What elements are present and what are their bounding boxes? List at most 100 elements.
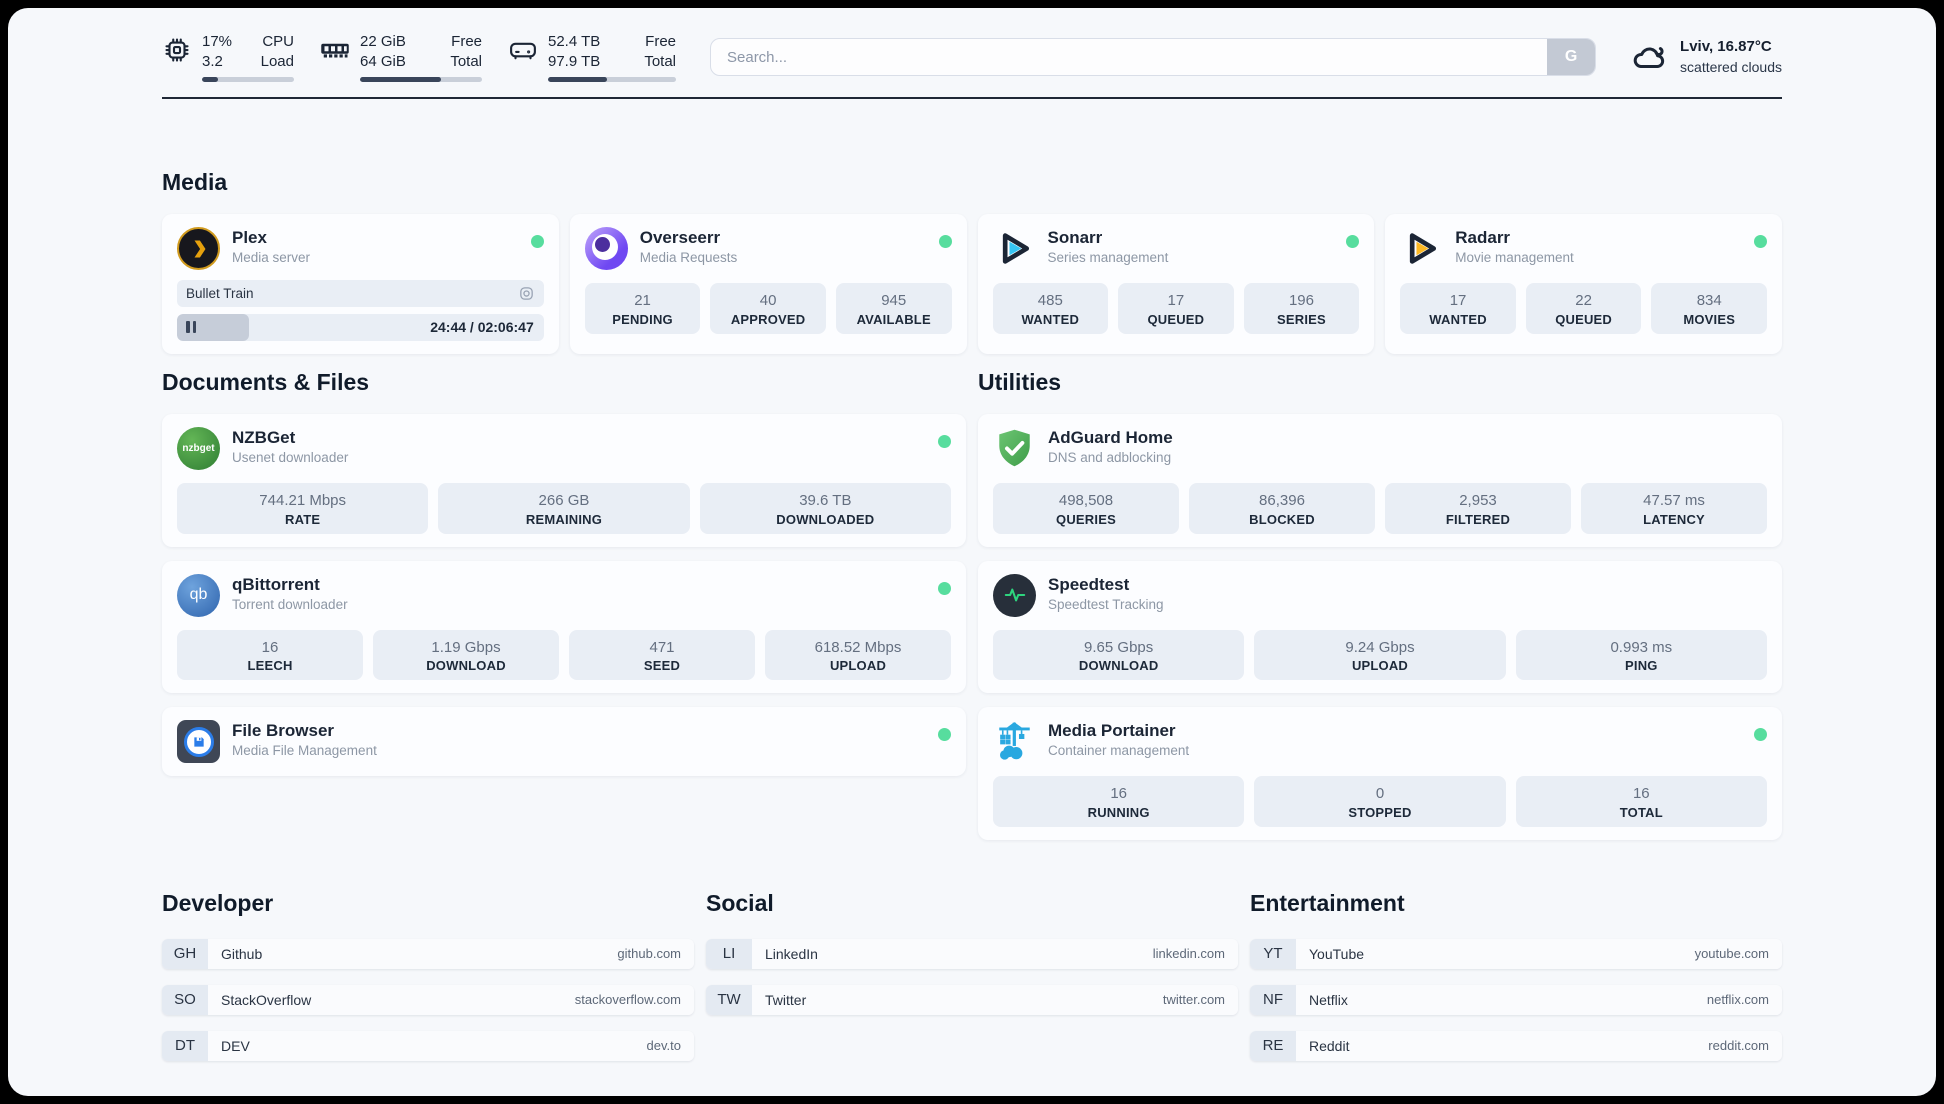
portainer-card[interactable]: Media Portainer Container management 16 R… — [978, 707, 1782, 840]
ram-free-value: 22 GiB — [360, 33, 406, 50]
app-subtitle: Media server — [232, 250, 311, 266]
cpu-stat: 17% 3.2 CPU Load — [162, 32, 294, 82]
portainer-icon — [993, 720, 1036, 763]
plex-card[interactable]: Plex Media server Bullet Train 24:44 / 0… — [162, 214, 559, 354]
now-playing-row: Bullet Train — [177, 280, 544, 307]
cpu-icon — [165, 38, 189, 62]
link-url: youtube.com — [1694, 946, 1769, 961]
nzbget-card[interactable]: nzbget NZBGet Usenet downloader 744.21 M… — [162, 414, 966, 547]
stat-leech: 16 LEECH — [177, 629, 363, 680]
link-url: linkedin.com — [1152, 946, 1225, 961]
link-name: Netflix — [1309, 991, 1348, 1008]
sonarr-card[interactable]: Sonarr Series management 485 WANTED 17 QUE… — [977, 214, 1375, 354]
ram-icon — [321, 43, 349, 58]
link-dev[interactable]: DT DEV dev.to — [162, 1030, 694, 1061]
link-abbr: TW — [706, 984, 752, 1015]
link-abbr: LI — [706, 938, 752, 969]
app-subtitle: Speedtest Tracking — [1048, 596, 1164, 612]
stat-queries: 498,508 QUERIES — [993, 483, 1179, 534]
stat-total: 16 TOTAL — [1515, 776, 1767, 827]
app-title: Media Portainer — [1048, 721, 1176, 740]
top-bar: 17% 3.2 CPU Load — [162, 8, 1782, 82]
adguard-icon — [993, 427, 1036, 470]
link-abbr: YT — [1250, 938, 1296, 969]
app-title: Overseerr — [639, 228, 721, 247]
link-url: twitter.com — [1162, 992, 1225, 1007]
link-name: YouTube — [1309, 945, 1365, 962]
disk-total-label: Total — [644, 52, 676, 70]
app-subtitle: Series management — [1047, 250, 1169, 266]
link-name: DEV — [221, 1037, 250, 1054]
app-title: File Browser — [232, 721, 335, 740]
media-cards-row: Plex Media server Bullet Train 24:44 / 0… — [162, 214, 1782, 354]
stat-upload: 618.52 Mbps UPLOAD — [765, 629, 951, 680]
link-name: LinkedIn — [765, 945, 818, 962]
disk-stat: 52.4 TB 97.9 TB Free Total — [508, 32, 676, 82]
filebrowser-card[interactable]: File Browser Media File Management — [162, 707, 966, 776]
header-divider — [162, 97, 1782, 99]
qbittorrent-icon: qb — [177, 573, 220, 617]
link-netflix[interactable]: NF Netflix netflix.com — [1250, 984, 1782, 1015]
stat-filtered: 2,953 FILTERED — [1385, 483, 1571, 534]
link-stackoverflow[interactable]: SO StackOverflow stackoverflow.com — [162, 984, 694, 1015]
utilities-column: Utilities AdGuard Home — [978, 369, 1782, 840]
app-title: Sonarr — [1047, 228, 1103, 247]
now-playing-title: Bullet Train — [186, 286, 254, 301]
stat-latency: 47.57 ms LATENCY — [1581, 483, 1767, 534]
status-online-dot — [1346, 235, 1360, 248]
app-subtitle: Media File Management — [232, 743, 377, 759]
stat-downloaded: 39.6 TB DOWNLOADED — [699, 483, 951, 534]
pause-icon[interactable] — [186, 321, 196, 333]
link-url: reddit.com — [1708, 1038, 1769, 1053]
app-title: Plex — [232, 228, 267, 247]
search-bar: G — [710, 38, 1597, 76]
disk-free-value: 52.4 TB — [548, 33, 601, 50]
qbittorrent-card[interactable]: qb qBittorrent Torrent downloader 16 LEEC… — [162, 560, 966, 693]
ram-total-label: Total — [450, 52, 482, 70]
stat-remaining: 266 GB REMAINING — [438, 483, 690, 534]
stat-queued: 22 QUEUED — [1525, 283, 1642, 334]
status-online-dot — [938, 435, 951, 448]
link-linkedin[interactable]: LI LinkedIn linkedin.com — [706, 938, 1238, 969]
status-online-dot — [938, 581, 951, 595]
stat-stopped: 0 STOPPED — [1254, 776, 1506, 827]
link-abbr: GH — [162, 938, 208, 969]
section-title-social: Social — [706, 889, 774, 916]
stat-movies: 834 MOVIES — [1651, 283, 1767, 334]
weather-condition: scattered clouds — [1680, 58, 1782, 75]
link-youtube[interactable]: YT YouTube youtube.com — [1250, 938, 1782, 969]
link-name: Twitter — [765, 991, 807, 1008]
social-section: Social LI LinkedIn linkedin.com TW Twitt… — [706, 890, 1238, 1061]
link-reddit[interactable]: RE Reddit reddit.com — [1250, 1030, 1782, 1061]
app-title: Speedtest — [1048, 574, 1130, 594]
link-url: github.com — [617, 946, 681, 961]
link-url: netflix.com — [1706, 992, 1769, 1007]
disk-icon — [510, 42, 536, 60]
documents-column: Documents & Files nzbget NZBGet Usenet d… — [162, 369, 966, 840]
link-name: Reddit — [1309, 1037, 1350, 1054]
link-url: stackoverflow.com — [574, 992, 681, 1007]
nzbget-icon: nzbget — [177, 427, 220, 470]
overseerr-card[interactable]: Overseerr Media Requests 21 PENDING 40 APP… — [569, 214, 967, 354]
radarr-card[interactable]: Radarr Movie management 17 WANTED 22 QUEUE… — [1385, 214, 1782, 354]
stat-queued: 17 QUEUED — [1118, 283, 1234, 334]
speedtest-card[interactable]: Speedtest Speedtest Tracking 9.65 Gbps DO… — [978, 560, 1782, 693]
link-github[interactable]: GH Github github.com — [162, 938, 694, 969]
radarr-icon — [1400, 227, 1443, 270]
cpu-load-value: 3.2 — [202, 52, 223, 70]
adguard-card[interactable]: AdGuard Home DNS and adblocking 498,508 Q… — [978, 414, 1782, 547]
status-online-dot — [530, 235, 544, 248]
session-screen-icon[interactable] — [518, 285, 535, 302]
dashboard-page: 17% 3.2 CPU Load — [8, 8, 1936, 1096]
entertainment-section: Entertainment YT YouTube youtube.com NF … — [1250, 890, 1782, 1061]
stat-blocked: 86,396 BLOCKED — [1189, 483, 1375, 534]
link-twitter[interactable]: TW Twitter twitter.com — [706, 984, 1238, 1015]
stat-running: 16 RUNNING — [993, 776, 1245, 827]
link-abbr: RE — [1250, 1030, 1296, 1061]
weather-location-temp: Lviv, 16.87°C — [1680, 38, 1772, 56]
ram-progress-bar — [360, 77, 482, 82]
search-engine-button[interactable]: G — [1547, 39, 1596, 75]
section-title-documents: Documents & Files — [162, 369, 370, 395]
stat-seed: 471 SEED — [569, 629, 755, 680]
search-input[interactable] — [710, 38, 1597, 76]
